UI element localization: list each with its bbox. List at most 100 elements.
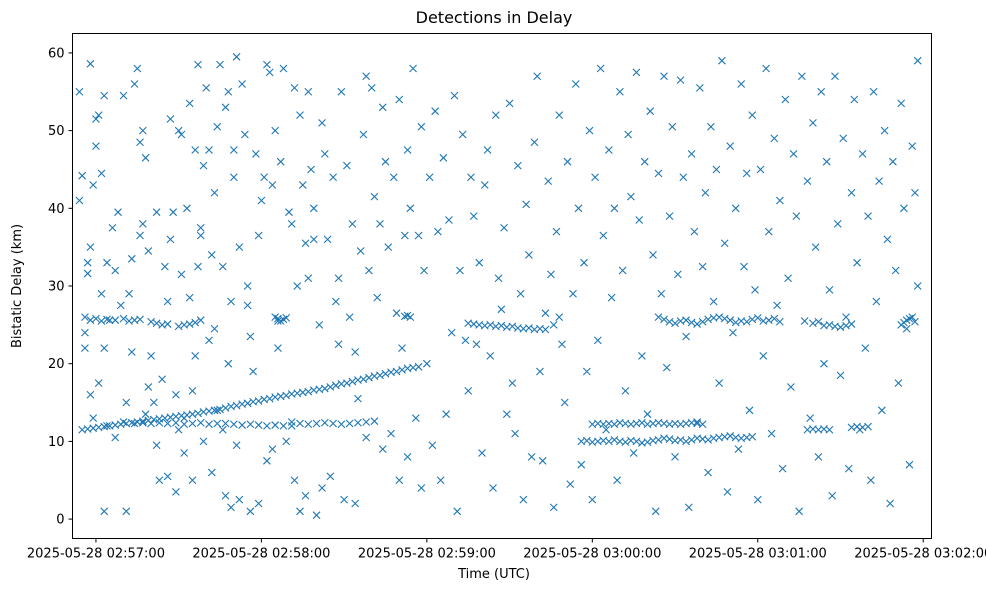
data-point bbox=[571, 80, 580, 88]
data-point bbox=[279, 421, 288, 430]
data-point bbox=[362, 418, 371, 426]
data-point bbox=[86, 59, 95, 68]
data-point bbox=[798, 72, 806, 81]
data-point bbox=[726, 142, 735, 151]
data-point bbox=[682, 437, 690, 446]
data-point bbox=[638, 418, 646, 427]
data-point bbox=[453, 507, 462, 516]
data-point bbox=[232, 401, 241, 410]
data-point bbox=[505, 99, 514, 108]
data-point bbox=[649, 251, 657, 259]
data-point bbox=[428, 441, 437, 450]
data-point bbox=[213, 419, 222, 428]
data-point bbox=[789, 150, 798, 158]
data-point bbox=[199, 161, 208, 170]
data-point bbox=[406, 204, 415, 213]
data-point bbox=[682, 316, 690, 325]
data-point bbox=[582, 436, 591, 445]
data-point bbox=[174, 425, 183, 434]
data-point bbox=[720, 239, 729, 248]
data-point bbox=[651, 507, 660, 516]
data-point bbox=[290, 83, 299, 92]
data-point bbox=[764, 316, 773, 325]
data-point bbox=[100, 507, 109, 516]
data-point bbox=[191, 318, 200, 327]
data-point bbox=[227, 503, 235, 512]
data-point bbox=[858, 150, 867, 158]
data-point bbox=[853, 258, 861, 267]
data-point bbox=[218, 262, 227, 271]
data-point bbox=[855, 425, 864, 434]
data-point bbox=[331, 297, 340, 306]
data-point bbox=[850, 95, 859, 104]
data-point bbox=[580, 258, 588, 267]
data-point bbox=[762, 64, 770, 73]
data-point bbox=[301, 239, 310, 248]
data-point bbox=[770, 134, 779, 143]
data-point bbox=[817, 87, 826, 96]
data-point bbox=[538, 456, 547, 465]
data-point bbox=[249, 367, 258, 376]
data-point bbox=[742, 317, 751, 326]
data-point bbox=[684, 503, 693, 512]
data-point bbox=[282, 437, 291, 446]
data-point bbox=[224, 359, 233, 368]
data-point bbox=[304, 420, 313, 429]
data-point bbox=[770, 314, 779, 323]
data-point bbox=[707, 122, 715, 131]
data-point bbox=[800, 317, 809, 325]
data-point bbox=[381, 369, 390, 378]
data-point bbox=[497, 305, 506, 314]
data-point bbox=[287, 418, 296, 426]
data-point bbox=[116, 301, 125, 310]
data-point bbox=[698, 317, 707, 326]
data-point bbox=[229, 146, 238, 154]
data-point bbox=[290, 476, 299, 485]
data-point bbox=[833, 219, 842, 228]
data-point bbox=[216, 405, 224, 414]
data-point bbox=[376, 371, 384, 380]
data-point bbox=[196, 316, 205, 325]
x-tick-label: 2025-05-28 02:59:00 bbox=[358, 547, 496, 562]
data-point bbox=[254, 397, 263, 405]
data-point bbox=[127, 254, 136, 263]
data-point bbox=[508, 322, 517, 331]
x-tick-label: 2025-05-28 02:57:00 bbox=[27, 547, 165, 562]
data-point bbox=[365, 373, 373, 382]
data-point bbox=[194, 409, 202, 418]
data-point bbox=[218, 425, 227, 434]
data-point bbox=[610, 204, 619, 213]
data-point bbox=[825, 425, 834, 434]
data-point bbox=[442, 410, 451, 419]
data-point bbox=[119, 418, 128, 426]
data-point bbox=[298, 181, 307, 189]
data-point bbox=[125, 289, 133, 298]
data-point bbox=[94, 379, 103, 388]
data-point bbox=[836, 371, 845, 380]
data-point bbox=[640, 157, 649, 166]
data-point bbox=[309, 204, 318, 213]
data-point bbox=[723, 487, 732, 496]
data-point bbox=[582, 367, 591, 376]
data-point bbox=[174, 126, 183, 135]
y-tick-label: 20 bbox=[48, 357, 65, 372]
data-point bbox=[152, 319, 161, 328]
data-point bbox=[221, 491, 230, 500]
data-point bbox=[122, 398, 131, 407]
data-point bbox=[698, 262, 707, 271]
data-point bbox=[348, 377, 357, 386]
data-point bbox=[433, 227, 442, 236]
data-point bbox=[315, 320, 324, 329]
data-point bbox=[122, 507, 131, 516]
data-point bbox=[337, 420, 346, 429]
data-point bbox=[726, 316, 735, 325]
data-point bbox=[89, 414, 98, 422]
data-point bbox=[894, 379, 903, 388]
data-point bbox=[265, 394, 274, 403]
data-point bbox=[803, 177, 812, 186]
data-point bbox=[753, 495, 762, 504]
data-point bbox=[147, 317, 155, 326]
x-tick-label: 2025-05-28 03:01:00 bbox=[689, 547, 827, 562]
data-point bbox=[351, 499, 360, 508]
data-point bbox=[693, 320, 701, 328]
